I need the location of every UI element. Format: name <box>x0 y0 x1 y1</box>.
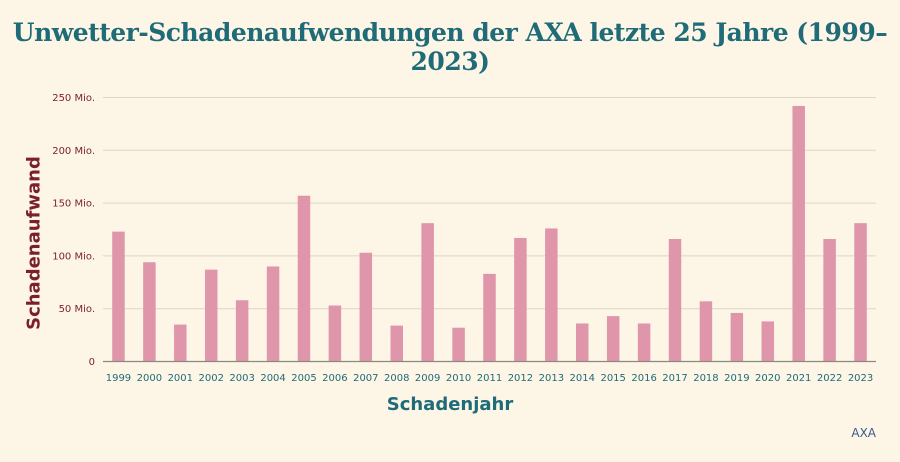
x-tick-label: 2000 <box>137 373 162 384</box>
bar-2005 <box>297 195 311 362</box>
x-tick-label: 2023 <box>848 373 873 384</box>
x-tick-label: 1999 <box>106 373 131 384</box>
x-tick-label: 2002 <box>198 373 223 384</box>
bar-2021 <box>792 105 805 362</box>
y-tick-label: 250 Mio. <box>52 93 95 104</box>
x-tick-label: 2018 <box>693 373 718 384</box>
bar-2016 <box>637 323 651 362</box>
y-tick-label: 150 Mio. <box>52 199 95 210</box>
chart-title: Unwetter-Schadenaufwendungen der AXA let… <box>12 18 888 76</box>
x-tick-label: 2010 <box>446 373 471 384</box>
bar-2018 <box>699 301 713 362</box>
bar-2009 <box>421 223 434 362</box>
bar-2007 <box>359 252 373 362</box>
x-tick-label: 2016 <box>631 373 656 384</box>
x-tick-label: 2001 <box>168 373 193 384</box>
x-tick-label: 2006 <box>322 373 347 384</box>
y-tick-label: 0 <box>89 357 95 368</box>
y-tick-label: 50 Mio. <box>59 304 95 315</box>
x-tick-label: 2011 <box>477 373 502 384</box>
bar-2001 <box>174 324 187 362</box>
x-tick-label: 2003 <box>229 373 254 384</box>
bar-2011 <box>483 273 496 362</box>
bar-2013 <box>545 228 558 362</box>
bar-2004 <box>266 266 280 362</box>
x-tick-label: 2021 <box>786 373 811 384</box>
x-tick-label: 2009 <box>415 373 440 384</box>
x-tick-label: 2007 <box>353 373 378 384</box>
x-tick-label: 2015 <box>600 373 625 384</box>
bar-2010 <box>452 327 465 362</box>
x-tick-label: 2008 <box>384 373 409 384</box>
bar-2000 <box>143 262 156 362</box>
x-tick-label: 2017 <box>662 373 687 384</box>
bar-2020 <box>761 321 775 362</box>
bar-2017 <box>668 239 682 362</box>
bar-2002 <box>204 269 218 362</box>
bar-2003 <box>235 300 249 362</box>
x-tick-label: 2012 <box>508 373 533 384</box>
bar-2014 <box>576 323 589 362</box>
bar-2022 <box>823 239 836 362</box>
x-tick-label: 2014 <box>570 373 595 384</box>
x-tick-label: 2005 <box>291 373 316 384</box>
bar-1999 <box>112 231 125 362</box>
bar-2019 <box>730 312 744 362</box>
x-tick-label: 2019 <box>724 373 749 384</box>
bar-2008 <box>390 325 403 362</box>
x-axis-label: Schadenjahr <box>386 394 514 415</box>
x-tick-label: 2022 <box>817 373 842 384</box>
y-tick-label: 100 Mio. <box>52 251 95 262</box>
x-tick-label: 2020 <box>755 373 780 384</box>
y-tick-label: 200 Mio. <box>52 146 95 157</box>
source-label: AXA <box>851 426 876 440</box>
bar-2023 <box>854 223 867 362</box>
bar-2015 <box>606 316 620 362</box>
x-tick-label: 2004 <box>260 373 285 384</box>
x-tick-label: 2013 <box>539 373 564 384</box>
bar-2012 <box>514 237 527 362</box>
bar-2006 <box>328 305 342 362</box>
